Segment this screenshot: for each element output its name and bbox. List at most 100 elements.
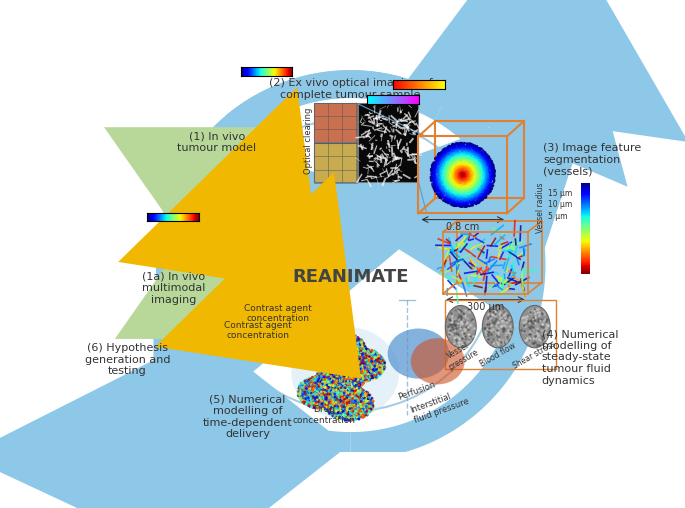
Point <box>342 415 353 423</box>
Point <box>290 274 301 282</box>
Point <box>293 391 304 399</box>
Point <box>355 350 366 358</box>
Point <box>321 354 332 362</box>
Point <box>321 340 332 348</box>
Point <box>327 246 338 255</box>
Point <box>300 237 311 245</box>
Point <box>441 193 452 201</box>
Point <box>290 252 301 260</box>
Point <box>350 333 361 341</box>
Point <box>467 193 478 201</box>
Point <box>481 180 492 188</box>
Point <box>308 252 319 260</box>
Point <box>345 368 356 376</box>
Point <box>330 376 341 384</box>
Point <box>328 238 339 246</box>
Point <box>271 259 282 267</box>
Point <box>275 221 286 230</box>
Point <box>451 200 462 208</box>
Point <box>310 398 321 406</box>
Point <box>475 166 486 174</box>
Point <box>302 228 313 236</box>
Point <box>328 407 339 415</box>
Point <box>316 319 327 327</box>
Point <box>261 247 272 255</box>
Point <box>336 390 347 398</box>
Point <box>439 147 450 155</box>
Point <box>456 173 466 181</box>
Point <box>460 166 471 174</box>
Point <box>314 330 325 338</box>
Point <box>462 149 473 157</box>
Point <box>361 407 372 416</box>
Point <box>292 238 303 246</box>
Point <box>473 169 484 177</box>
Point <box>466 151 477 159</box>
Point <box>292 212 303 220</box>
Point <box>431 178 442 186</box>
Point <box>310 250 321 258</box>
Point <box>353 349 364 357</box>
Point <box>340 357 351 365</box>
Point <box>257 260 268 268</box>
Point <box>345 401 356 409</box>
Point <box>281 269 292 277</box>
Point <box>274 219 285 228</box>
Point <box>319 322 330 330</box>
Point <box>290 223 301 231</box>
Point <box>323 329 334 337</box>
Point <box>321 319 332 327</box>
Point <box>276 231 287 239</box>
Point <box>336 400 347 408</box>
Point <box>349 362 360 370</box>
Point <box>362 352 373 360</box>
Point <box>330 337 341 345</box>
Point <box>327 388 338 396</box>
Point <box>330 321 341 329</box>
Point <box>257 249 268 258</box>
Point <box>342 333 353 341</box>
Point <box>282 244 292 252</box>
Point <box>306 398 317 406</box>
Point <box>286 251 297 259</box>
Point <box>316 233 327 241</box>
Point <box>343 373 354 381</box>
Point <box>448 144 459 152</box>
Point <box>338 375 349 384</box>
Point <box>284 256 295 264</box>
Point <box>347 367 358 375</box>
Point <box>322 343 333 352</box>
Point <box>450 200 461 208</box>
Point <box>345 359 356 367</box>
Point <box>347 359 358 367</box>
Point <box>266 249 277 257</box>
Point <box>345 412 356 420</box>
Point <box>468 199 479 207</box>
Point <box>325 374 336 383</box>
Point <box>266 243 277 251</box>
Point <box>252 234 263 242</box>
Point <box>446 148 457 156</box>
Point <box>334 398 345 406</box>
Point <box>336 335 347 343</box>
Point <box>365 406 376 415</box>
Point <box>271 262 282 270</box>
Point <box>242 240 253 248</box>
Point <box>347 353 358 361</box>
Point <box>334 342 345 351</box>
Point <box>354 383 365 391</box>
Point <box>331 352 342 360</box>
Point <box>292 237 303 245</box>
Point <box>358 376 369 384</box>
Point <box>307 325 318 333</box>
Point <box>292 236 303 244</box>
Point <box>458 184 469 193</box>
Point <box>321 389 332 397</box>
Point <box>453 141 464 149</box>
Point <box>297 258 308 266</box>
Point <box>340 366 351 374</box>
Point <box>312 255 323 263</box>
Point <box>443 143 454 151</box>
Point <box>300 248 311 257</box>
Point <box>430 185 441 194</box>
